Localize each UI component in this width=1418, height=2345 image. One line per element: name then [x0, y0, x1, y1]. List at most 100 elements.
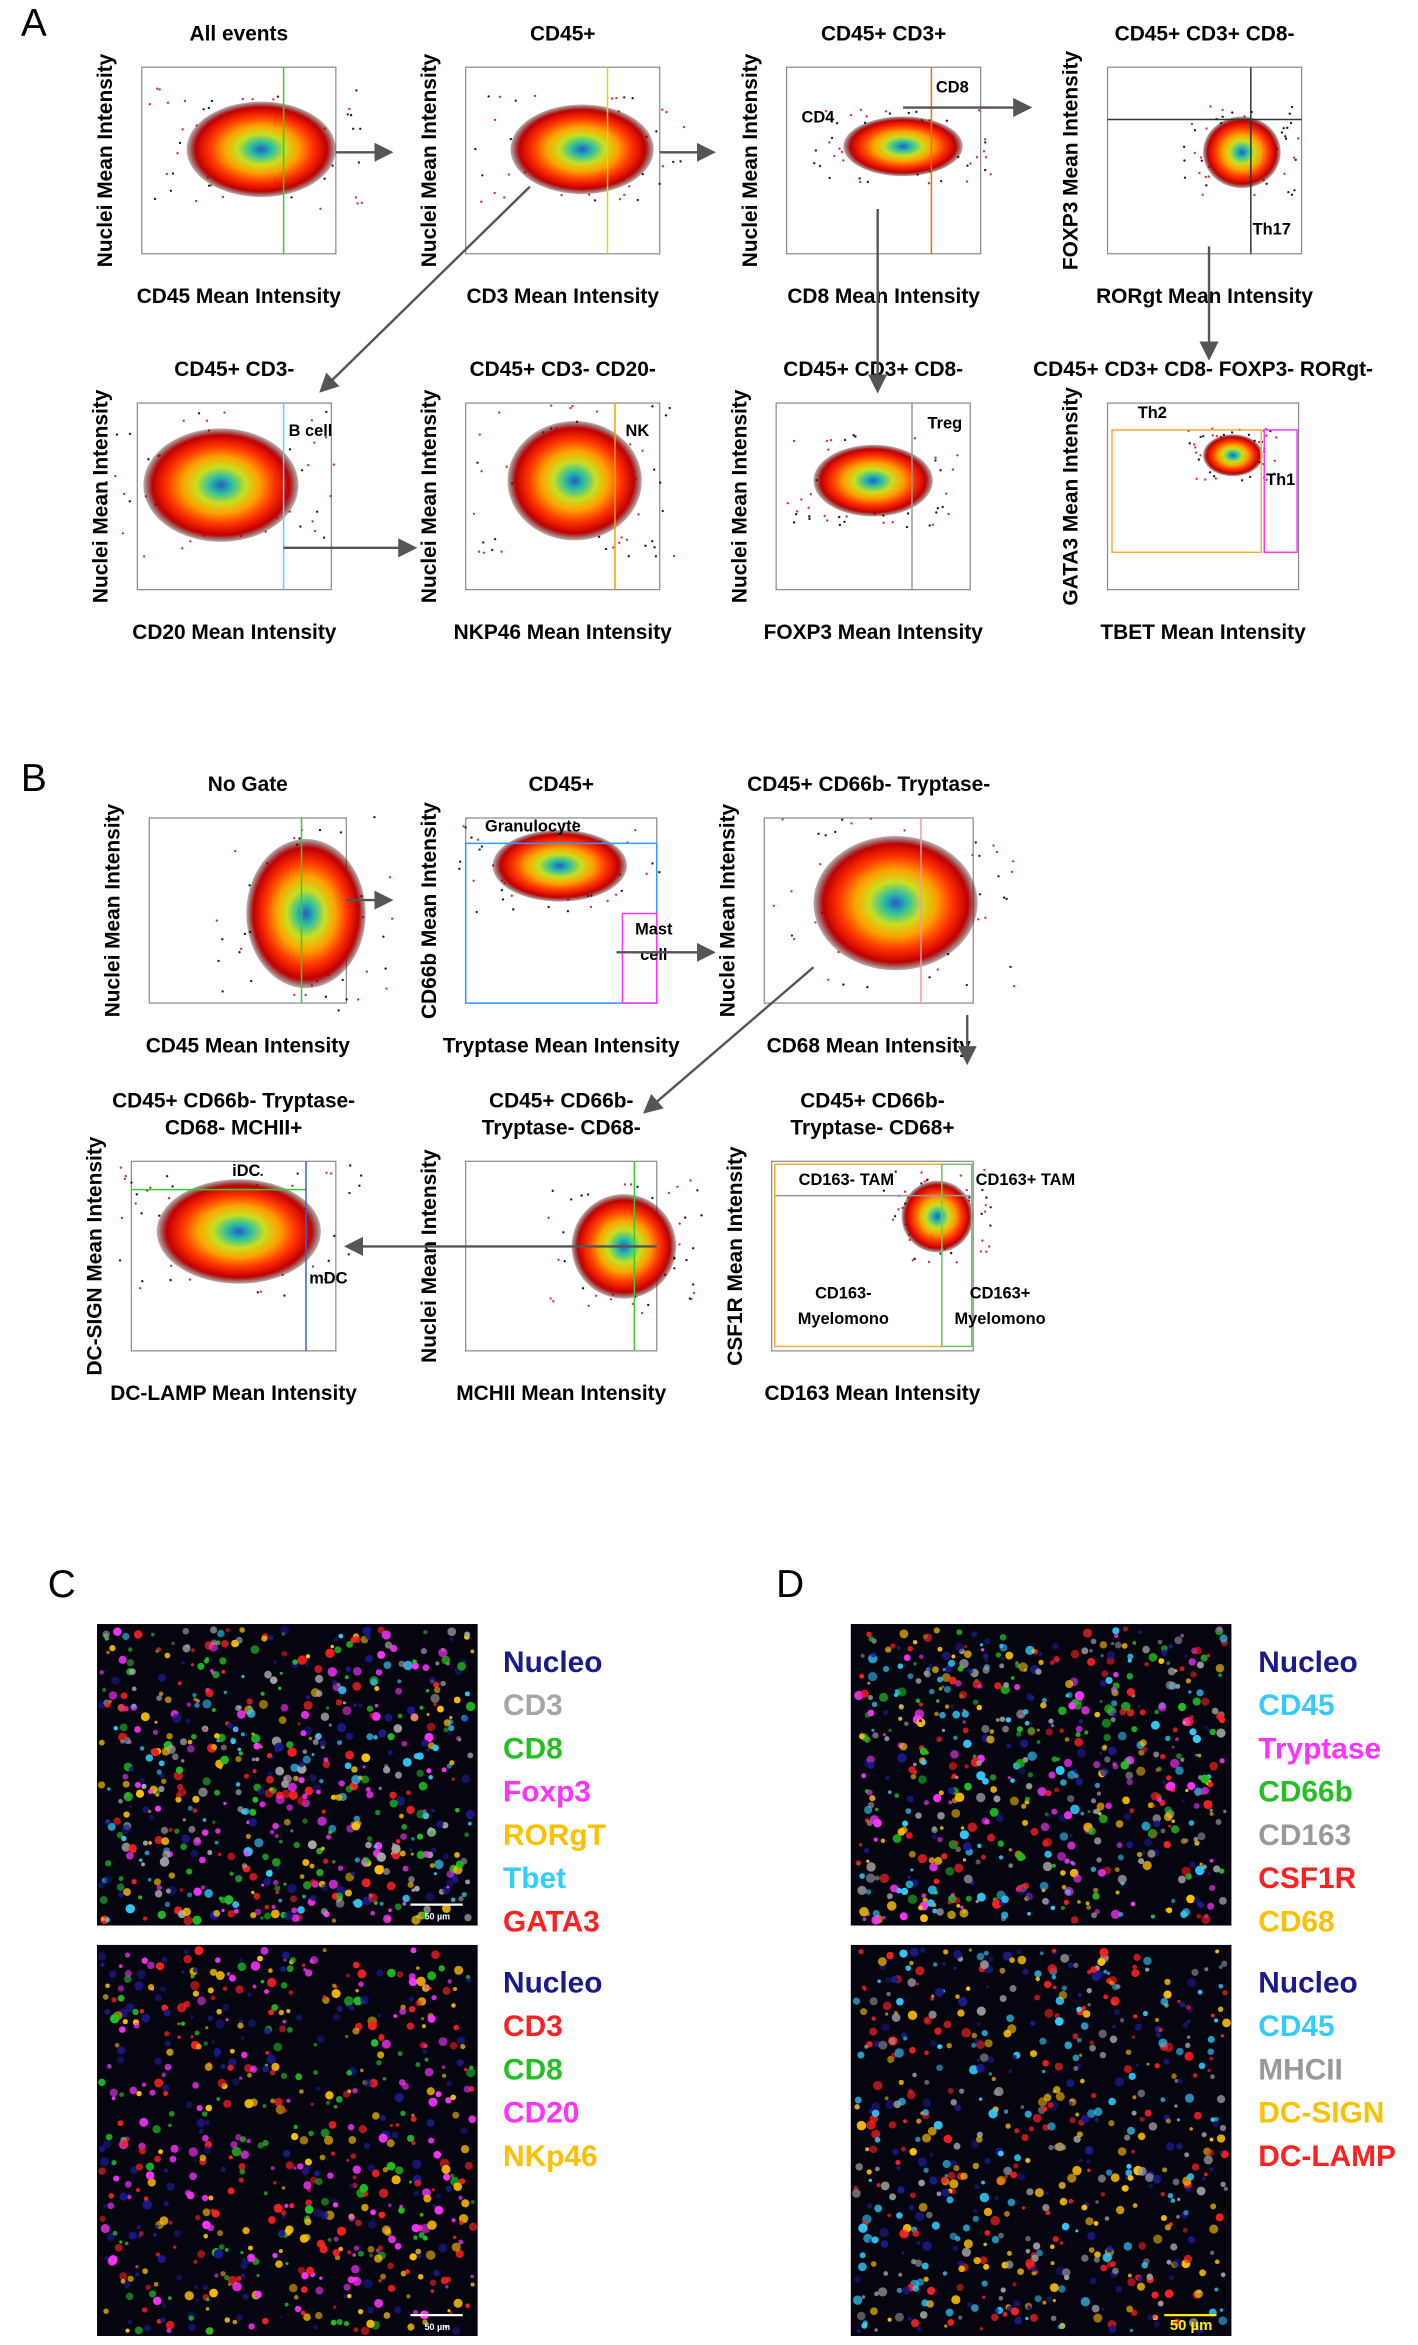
cell [410, 1836, 415, 1841]
cell [383, 1766, 391, 1774]
cell [1007, 1776, 1011, 1780]
cell [1210, 2203, 1217, 2210]
cell [947, 2087, 954, 2094]
cell [912, 2072, 917, 2078]
cell [281, 2186, 286, 2190]
cell [1121, 2185, 1127, 2191]
cell [298, 1777, 305, 1784]
cell [297, 1906, 305, 1914]
event-dot [1214, 477, 1218, 480]
cell [984, 1658, 989, 1663]
cell [1097, 1868, 1106, 1877]
event-dot [979, 1250, 983, 1253]
event-dot [121, 532, 125, 535]
cell [1093, 2107, 1103, 2117]
legend-entry: CD3 [503, 1689, 563, 1722]
cell [885, 2099, 896, 2110]
cell [1174, 2104, 1178, 2108]
cell [896, 2166, 901, 2171]
cell [352, 2027, 360, 2035]
cell [352, 2087, 358, 2094]
cell [255, 1757, 260, 1762]
scale-bar-label: 50 µm [1170, 2317, 1213, 2334]
cell [446, 1763, 452, 1769]
cell [278, 2249, 283, 2254]
event-dot [1280, 131, 1284, 134]
cell [904, 1721, 909, 1726]
event-dot [828, 176, 831, 180]
gate-label: Th1 [1266, 471, 1295, 489]
event-dot [1190, 122, 1194, 126]
cell [903, 2036, 908, 2041]
event-dot [927, 182, 931, 185]
cell [203, 2041, 209, 2046]
cell [352, 2165, 362, 2174]
event-dot [166, 101, 170, 104]
cell [896, 2212, 903, 2219]
cell [163, 2168, 168, 2173]
event-dot [1200, 159, 1204, 162]
cell [855, 2163, 863, 2171]
cell [278, 1716, 287, 1725]
cell [1085, 2159, 1091, 2164]
cell [348, 2215, 355, 2222]
cell [344, 1889, 352, 1897]
event-dot [852, 434, 855, 437]
cell [1218, 2150, 1223, 2155]
cell [1027, 1911, 1031, 1916]
cell [981, 2029, 988, 2037]
event-dot [1221, 115, 1224, 118]
cell [213, 1909, 221, 1917]
cell [866, 2169, 872, 2175]
cell [254, 1908, 262, 1916]
cell [1104, 2216, 1110, 2221]
cell [872, 1909, 880, 1918]
cell [102, 1687, 107, 1692]
cell [334, 1637, 339, 1642]
event-dot [792, 937, 796, 941]
event-dot [318, 828, 322, 832]
cell [427, 2014, 436, 2023]
event-dot [217, 959, 220, 963]
event-dot [304, 993, 307, 997]
legend-entry: Tryptase [1258, 1732, 1381, 1765]
cell [962, 1858, 967, 1862]
event-dot [824, 834, 827, 837]
cell [871, 2236, 879, 2244]
event-dot [614, 893, 618, 896]
event-dot [1286, 126, 1289, 130]
cell [345, 1750, 355, 1760]
cell [1100, 1767, 1109, 1777]
cell [272, 1822, 279, 1830]
cell [1148, 1653, 1158, 1662]
cell [1201, 1915, 1211, 1925]
cell [1170, 2243, 1178, 2251]
cell [936, 1908, 944, 1916]
cell [286, 1965, 294, 1973]
cell [313, 2042, 318, 2047]
cell [190, 1733, 197, 1740]
cell [871, 2129, 881, 2139]
cell [890, 1884, 899, 1893]
cell [1091, 1912, 1098, 1919]
cell [916, 2240, 921, 2246]
event-dot [658, 182, 661, 186]
event-dot [981, 1239, 984, 1242]
cell [369, 1712, 375, 1718]
cell [953, 2165, 960, 2172]
cell [897, 1663, 904, 1669]
cell [263, 2191, 268, 2196]
cell [1157, 1703, 1167, 1712]
cell [1132, 2095, 1137, 2100]
cell [187, 1892, 193, 1898]
cell [1164, 2224, 1172, 2231]
cell [197, 1662, 205, 1670]
cell [1022, 1968, 1029, 1975]
cell [161, 1956, 168, 1963]
event-dot [221, 990, 224, 993]
arrows [283, 97, 1219, 1256]
event-dot [628, 443, 632, 446]
cell [1152, 1814, 1161, 1823]
cell [160, 1826, 169, 1835]
cell [1025, 2316, 1029, 2321]
